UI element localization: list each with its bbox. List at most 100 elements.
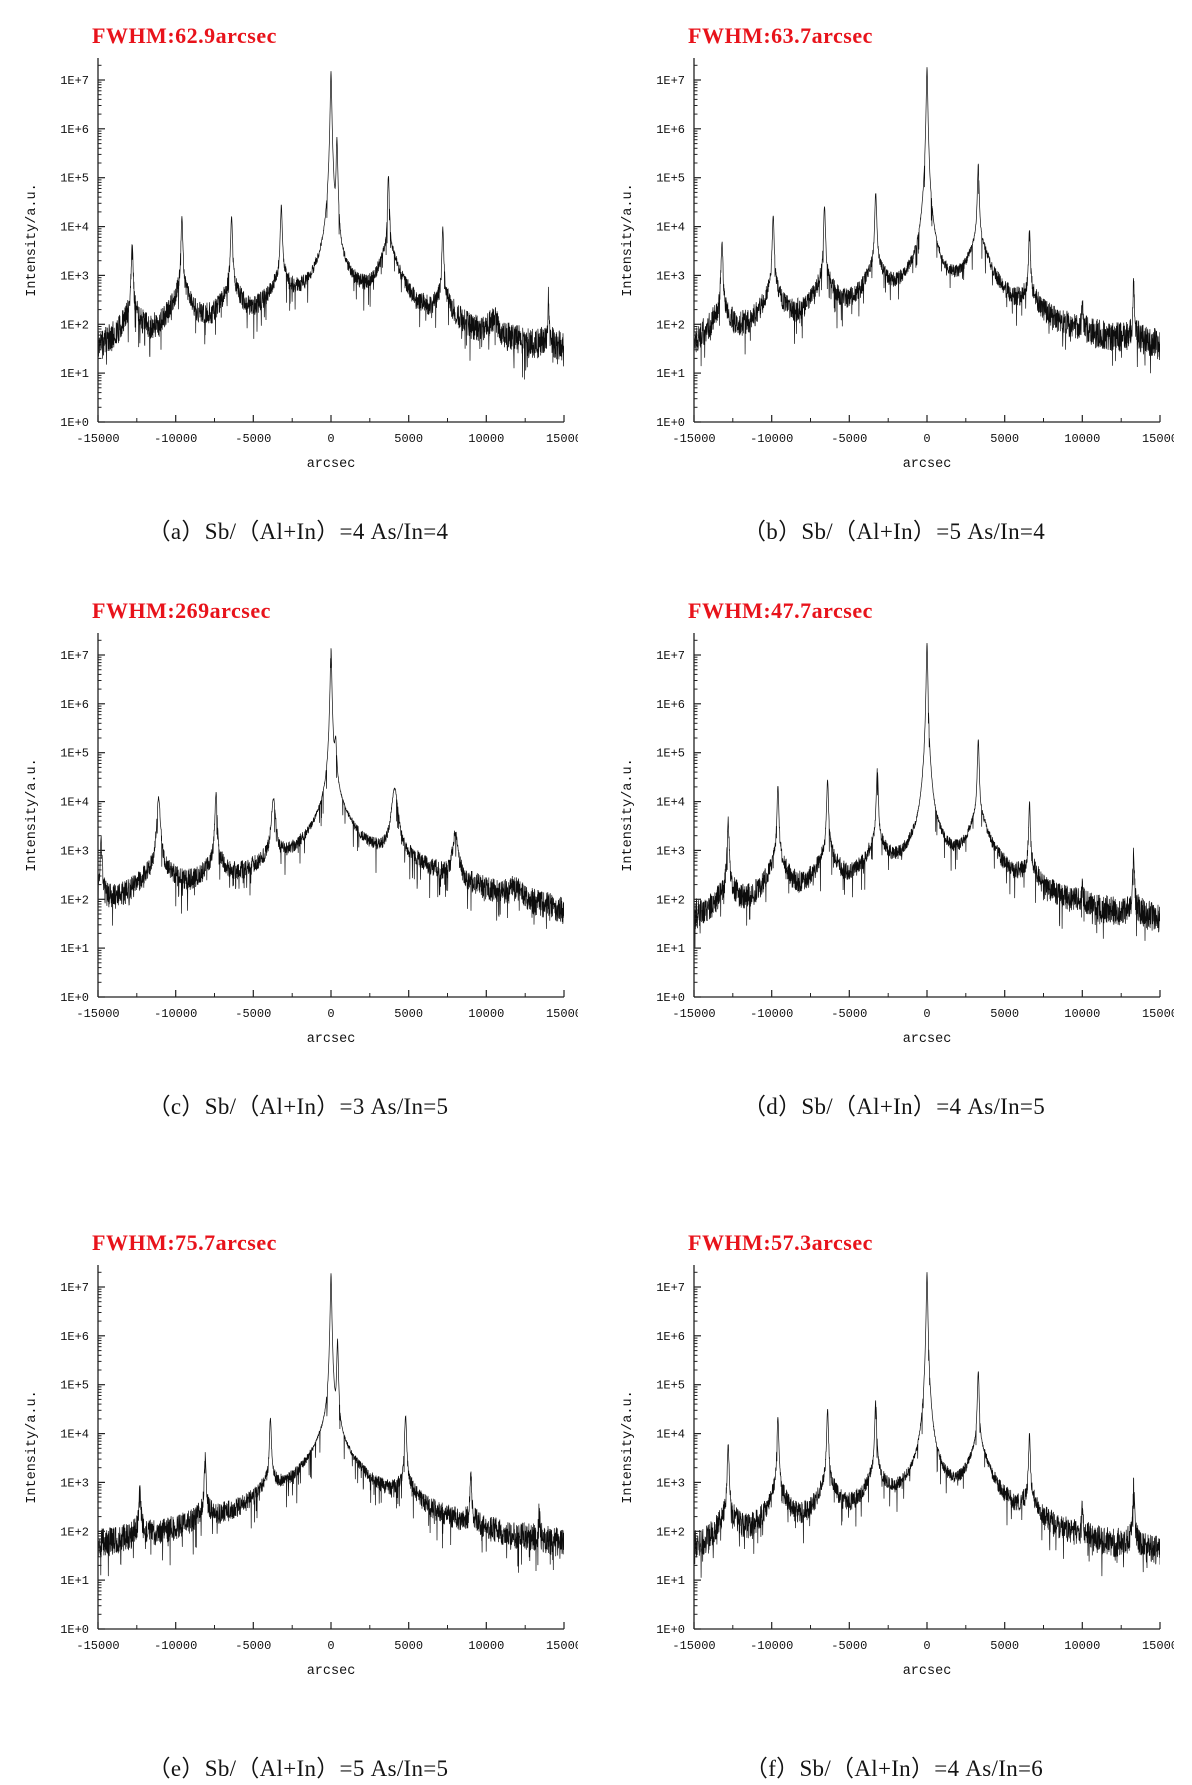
y-tick-label: 1E+3 (656, 269, 685, 283)
x-axis-label: arcsec (307, 1664, 356, 1679)
x-axis-label: arcsec (903, 457, 952, 472)
y-axis-label: Intensity/a.u. (621, 183, 636, 296)
x-tick-label: 10000 (1064, 1639, 1100, 1653)
xrd-plot: 1E+0 1E+1 1E+2 1E+3 1E+4 1E+5 1E+6 1E+7 -15000 -1… (18, 1257, 578, 1693)
x-tick-label: 5000 (990, 1639, 1019, 1653)
y-tick-label: 1E+5 (60, 747, 89, 761)
y-tick-label: 1E+0 (60, 416, 89, 430)
xrd-chart-svg: 1E+0 1E+1 1E+2 1E+3 1E+4 1E+5 1E+6 1E+7 -15000 -1… (621, 58, 1174, 472)
x-tick-label: 15000 (546, 1007, 578, 1021)
xrd-chart-svg: 1E+0 1E+1 1E+2 1E+3 1E+4 1E+5 1E+6 1E+7 -15000 -1… (25, 58, 578, 472)
x-tick-label: -10000 (750, 1007, 793, 1021)
y-tick-label: 1E+5 (60, 1379, 89, 1393)
x-tick-label: 5000 (394, 1639, 423, 1653)
x-axis-label: arcsec (307, 457, 356, 472)
x-tick-label: 5000 (990, 432, 1019, 446)
x-tick-label: 0 (923, 1639, 930, 1653)
y-tick-label: 1E+3 (656, 1476, 685, 1490)
x-tick-label: -15000 (672, 1007, 715, 1021)
x-tick-label: -15000 (76, 432, 119, 446)
x-tick-label: -10000 (154, 432, 197, 446)
y-tick-label: 1E+1 (60, 942, 89, 956)
x-tick-label: 10000 (468, 432, 504, 446)
y-tick-label: 1E+4 (656, 221, 685, 235)
x-tick-label: -10000 (154, 1007, 197, 1021)
x-axis-label: arcsec (903, 1032, 952, 1047)
axes: 1E+0 1E+1 1E+2 1E+3 1E+4 1E+5 1E+6 1E+7 -15000 -1… (60, 58, 578, 446)
y-tick-label: 1E+3 (60, 269, 89, 283)
axes: 1E+0 1E+1 1E+2 1E+3 1E+4 1E+5 1E+6 1E+7 -15000 -1… (656, 633, 1174, 1021)
y-tick-label: 1E+0 (656, 991, 685, 1005)
y-tick-label: 1E+6 (656, 1330, 685, 1344)
xrd-plot: 1E+0 1E+1 1E+2 1E+3 1E+4 1E+5 1E+6 1E+7 -15000 -1… (18, 625, 578, 1061)
fwhm-label: FWHM:47.7arcsec (688, 598, 873, 623)
trace (694, 1272, 1160, 1578)
y-tick-label: 1E+6 (60, 698, 89, 712)
fwhm-label: FWHM:63.7arcsec (688, 23, 873, 48)
y-tick-label: 1E+0 (60, 991, 89, 1005)
x-tick-label: 5000 (394, 1007, 423, 1021)
y-tick-label: 1E+4 (60, 1428, 89, 1442)
y-tick-label: 1E+2 (60, 893, 89, 907)
xrd-panel-c: FWHM:269arcsec 1E+0 1E+1 1E+2 1E+3 1E+4 1E+5 1… (0, 545, 596, 1145)
x-tick-label: -5000 (831, 1639, 867, 1653)
axes: 1E+0 1E+1 1E+2 1E+3 1E+4 1E+5 1E+6 1E+7 -15000 -1… (60, 633, 578, 1021)
panel-caption: （c）Sb/（Al+In）=3 As/In=5 (147, 1094, 449, 1119)
x-tick-label: -15000 (76, 1007, 119, 1021)
y-tick-label: 1E+7 (60, 1281, 89, 1295)
xrd-panel-b: FWHM:63.7arcsec 1E+0 1E+1 1E+2 1E+3 1E+4 1E+5… (596, 0, 1192, 545)
fwhm-label: FWHM:62.9arcsec (92, 23, 277, 48)
x-tick-label: 15000 (1142, 1639, 1174, 1653)
y-axis-label: Intensity/a.u. (25, 1390, 40, 1503)
xrd-panel-e: FWHM:75.7arcsec 1E+0 1E+1 1E+2 1E+3 1E+4 1E+5… (0, 1145, 596, 1785)
xrd-panel-f: FWHM:57.3arcsec 1E+0 1E+1 1E+2 1E+3 1E+4 1E+5… (596, 1145, 1192, 1785)
y-tick-label: 1E+2 (656, 893, 685, 907)
y-tick-label: 1E+7 (656, 1281, 685, 1295)
y-tick-label: 1E+0 (60, 1623, 89, 1637)
fwhm-label: FWHM:75.7arcsec (92, 1230, 277, 1255)
x-tick-label: 10000 (468, 1639, 504, 1653)
xrd-chart-svg: 1E+0 1E+1 1E+2 1E+3 1E+4 1E+5 1E+6 1E+7 -15000 -1… (621, 1265, 1174, 1679)
xrd-chart-svg: 1E+0 1E+1 1E+2 1E+3 1E+4 1E+5 1E+6 1E+7 -15000 -1… (25, 633, 578, 1047)
y-tick-label: 1E+1 (60, 367, 89, 381)
fwhm-label: FWHM:269arcsec (92, 598, 271, 623)
x-tick-label: -5000 (831, 1007, 867, 1021)
y-tick-label: 1E+5 (656, 747, 685, 761)
y-tick-label: 1E+1 (60, 1574, 89, 1588)
trace (694, 67, 1160, 374)
trace (98, 648, 564, 929)
x-tick-label: 5000 (394, 432, 423, 446)
panel-caption: （a）Sb/（Al+In）=4 As/In=4 (147, 519, 449, 544)
x-tick-label: 15000 (1142, 1007, 1174, 1021)
y-tick-label: 1E+1 (656, 942, 685, 956)
x-axis-label: arcsec (903, 1664, 952, 1679)
xrd-chart-svg: 1E+0 1E+1 1E+2 1E+3 1E+4 1E+5 1E+6 1E+7 -15000 -1… (25, 1265, 578, 1679)
y-tick-label: 1E+3 (656, 844, 685, 858)
xrd-plot: 1E+0 1E+1 1E+2 1E+3 1E+4 1E+5 1E+6 1E+7 -15000 -1… (18, 50, 578, 486)
y-tick-label: 1E+3 (60, 1476, 89, 1490)
y-tick-label: 1E+4 (60, 221, 89, 235)
x-tick-label: 0 (327, 1639, 334, 1653)
y-tick-label: 1E+2 (656, 1525, 685, 1539)
xrd-plot: 1E+0 1E+1 1E+2 1E+3 1E+4 1E+5 1E+6 1E+7 -15000 -1… (614, 50, 1174, 486)
axes: 1E+0 1E+1 1E+2 1E+3 1E+4 1E+5 1E+6 1E+7 -15000 -1… (60, 1265, 578, 1653)
panel-caption: （e）Sb/（Al+In）=5 As/In=5 (147, 1756, 449, 1781)
x-tick-label: 10000 (1064, 432, 1100, 446)
x-tick-label: 10000 (468, 1007, 504, 1021)
x-tick-label: -15000 (672, 1639, 715, 1653)
xrd-panel-d: FWHM:47.7arcsec 1E+0 1E+1 1E+2 1E+3 1E+4 1E+5… (596, 545, 1192, 1145)
x-axis-label: arcsec (307, 1032, 356, 1047)
x-tick-label: 0 (923, 432, 930, 446)
y-tick-label: 1E+2 (60, 1525, 89, 1539)
x-tick-label: 0 (327, 432, 334, 446)
x-tick-label: 15000 (1142, 432, 1174, 446)
y-tick-label: 1E+6 (656, 698, 685, 712)
y-tick-label: 1E+7 (656, 74, 685, 88)
y-axis-label: Intensity/a.u. (25, 758, 40, 871)
x-tick-label: -10000 (750, 432, 793, 446)
trace (694, 642, 1160, 948)
y-tick-label: 1E+1 (656, 1574, 685, 1588)
x-tick-label: 15000 (546, 1639, 578, 1653)
x-tick-label: -15000 (76, 1639, 119, 1653)
y-tick-label: 1E+0 (656, 416, 685, 430)
